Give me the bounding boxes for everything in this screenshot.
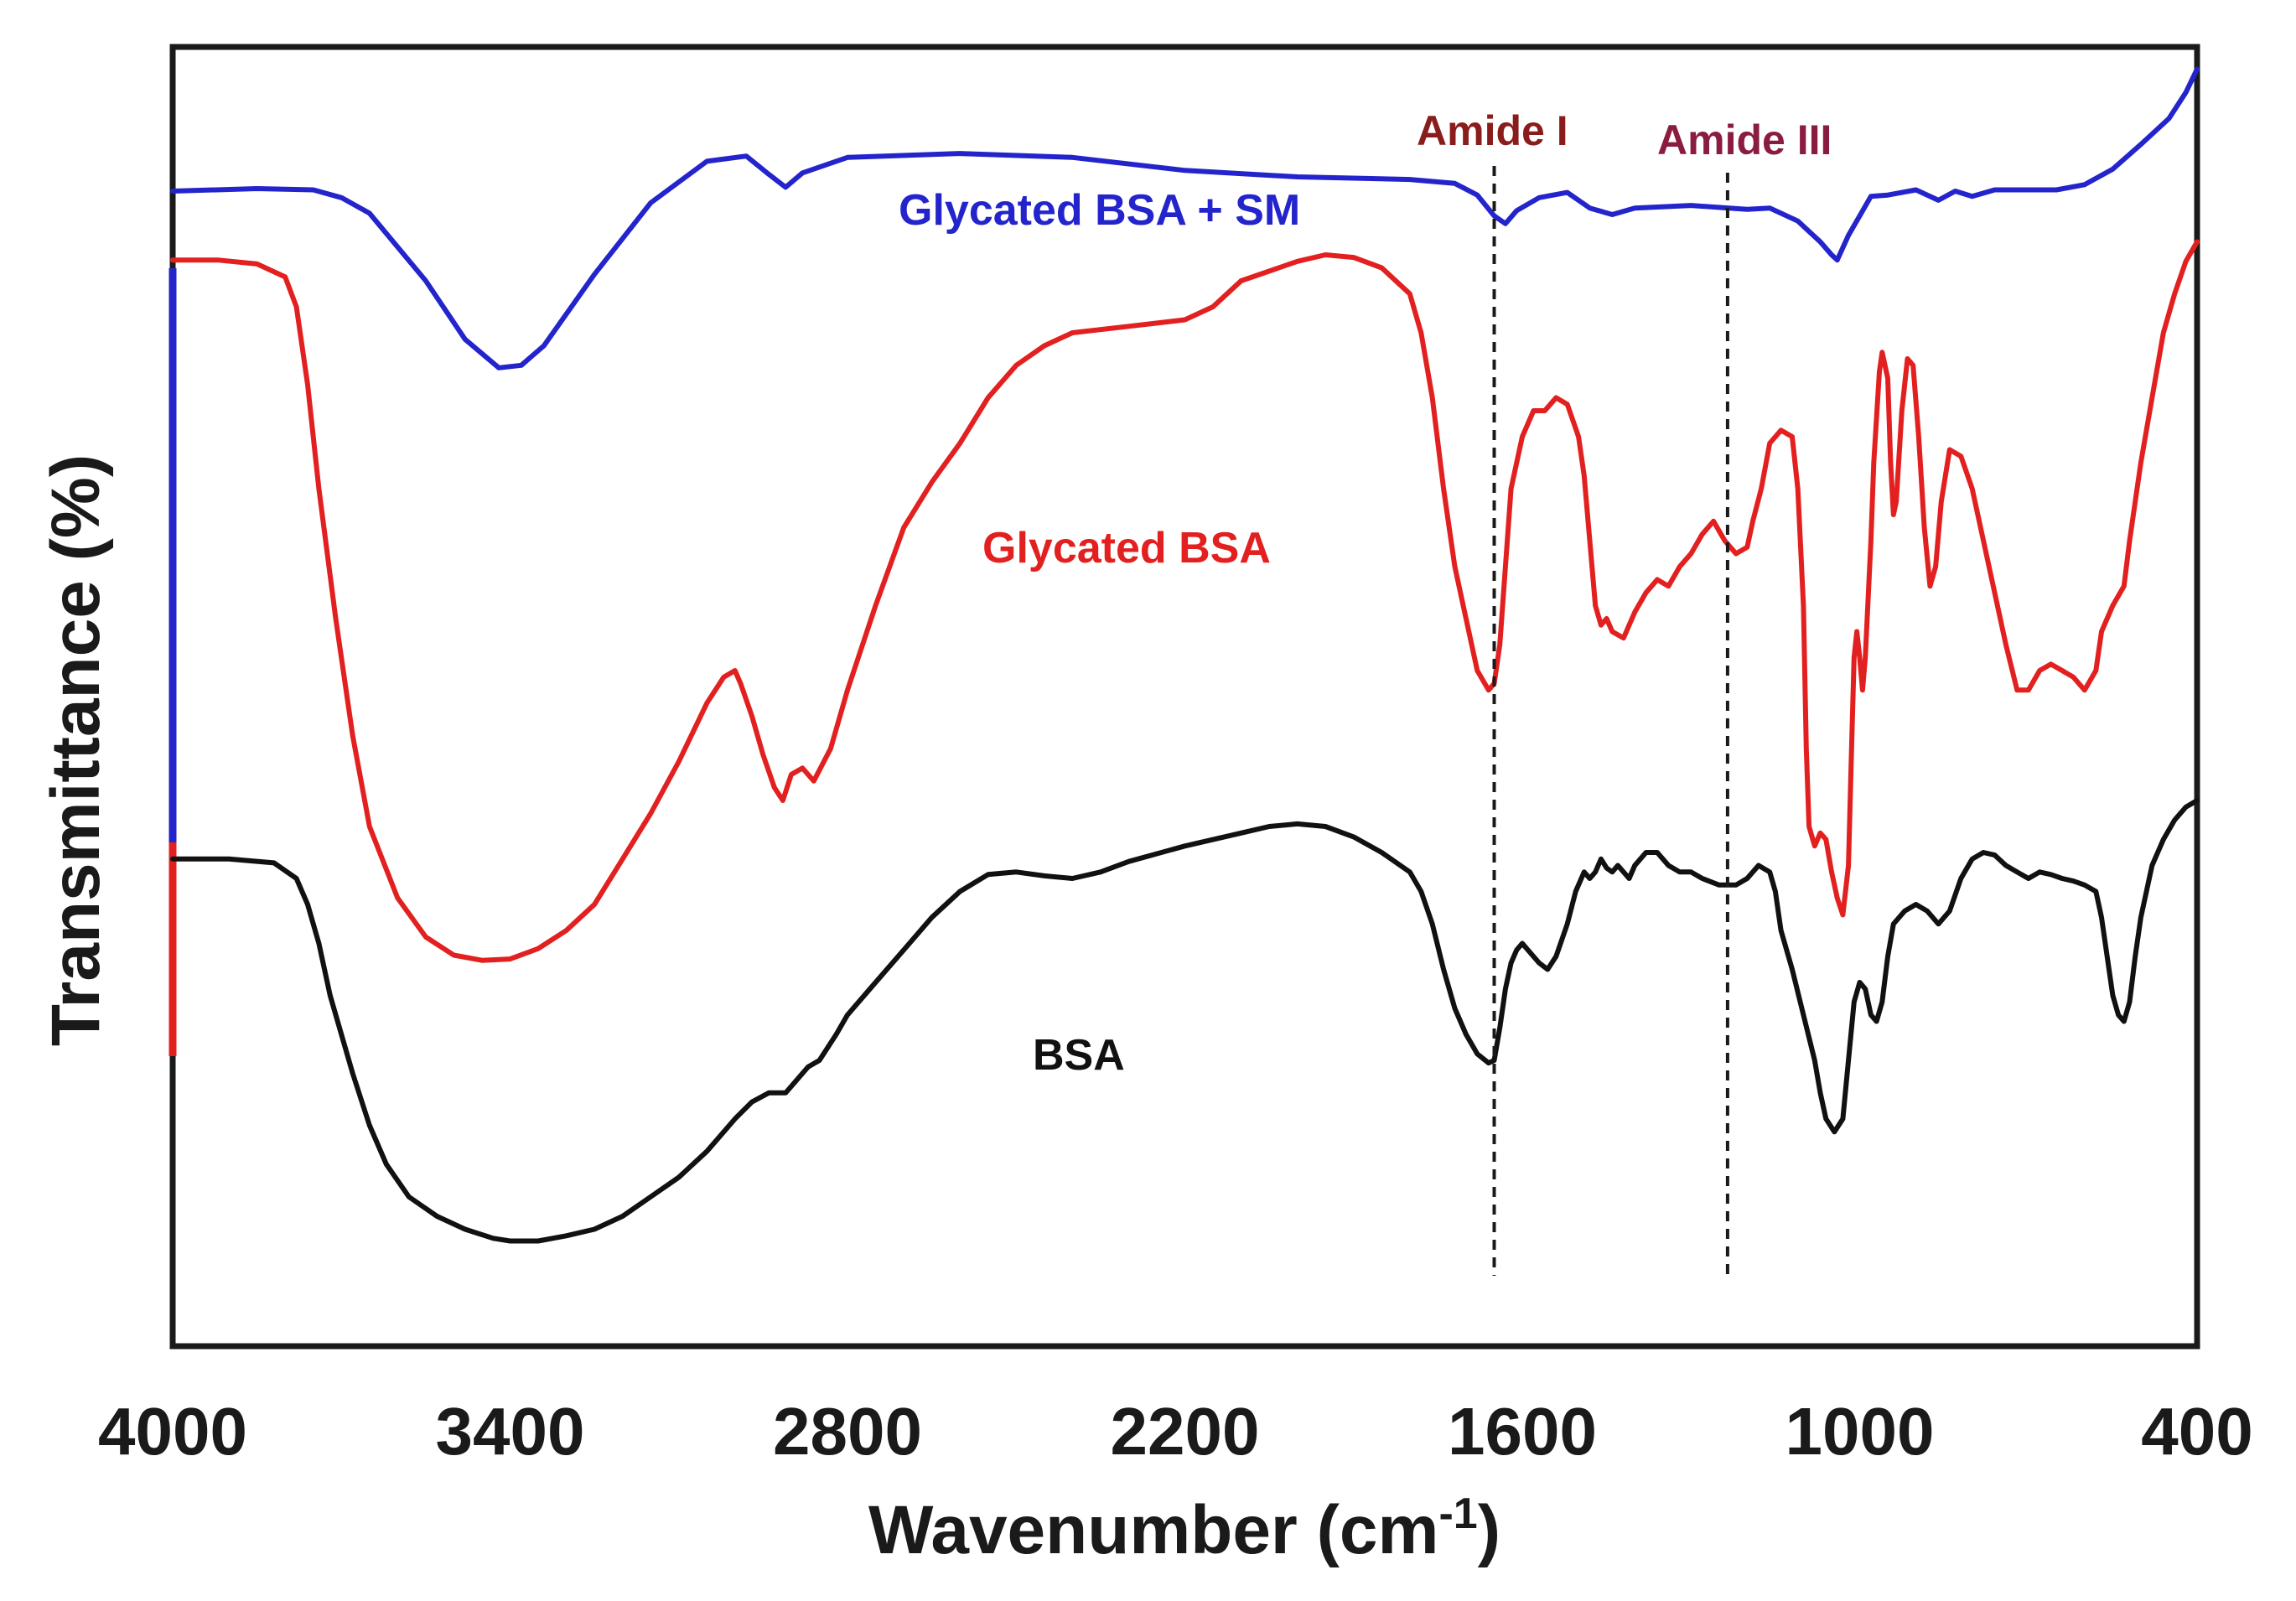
series-group bbox=[170, 66, 2200, 1244]
series-line-bsa bbox=[170, 798, 2200, 1244]
annotation-label-amide-iii: Amide III bbox=[1657, 117, 1832, 163]
x-axis-title-superscript: -1 bbox=[1438, 1490, 1477, 1538]
x-tick-label-2200: 2200 bbox=[1111, 1394, 1260, 1469]
x-axis-title-close: ) bbox=[1478, 1492, 1500, 1568]
series-label-bsa: BSA bbox=[1033, 1031, 1125, 1080]
series-line-glycated-bsa bbox=[170, 239, 2200, 963]
x-tick-label-400: 400 bbox=[2141, 1394, 2252, 1469]
y-axis-title: Transmittance (%) bbox=[38, 454, 114, 1046]
x-axis-title-main: Wavenumber (cm bbox=[868, 1492, 1438, 1568]
series-line-glycated-bsa-sm bbox=[170, 66, 2200, 370]
annotation-label-amide-i: Amide I bbox=[1417, 107, 1568, 154]
x-tick-group: 4000 3400 2800 2200 1600 1000 400 bbox=[98, 1394, 2253, 1469]
x-tick-label-1000: 1000 bbox=[1785, 1394, 1935, 1469]
x-axis-title: Wavenumber (cm-1) bbox=[868, 1490, 1500, 1568]
series-label-glycated-bsa-sm: Glycated BSA + SM bbox=[899, 186, 1300, 235]
x-tick-label-4000: 4000 bbox=[98, 1394, 247, 1469]
x-tick-label-3400: 3400 bbox=[436, 1394, 585, 1469]
annotation-group bbox=[1492, 166, 1729, 1276]
x-tick-label-1600: 1600 bbox=[1448, 1394, 1597, 1469]
series-label-glycated-bsa: Glycated BSA bbox=[982, 524, 1271, 573]
x-tick-label-2800: 2800 bbox=[773, 1394, 922, 1469]
plot-frame bbox=[169, 44, 2200, 1350]
